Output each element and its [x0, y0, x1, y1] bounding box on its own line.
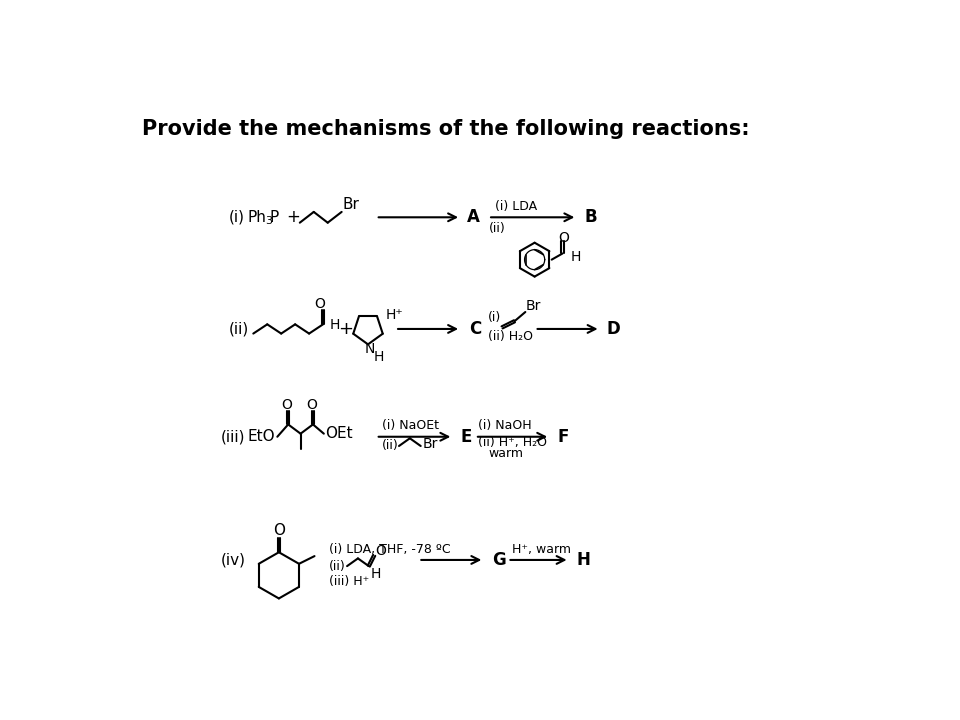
Text: (ii): (ii)	[382, 439, 398, 452]
Text: 3: 3	[265, 216, 272, 226]
Text: D: D	[607, 320, 620, 338]
Text: G: G	[492, 551, 506, 569]
Text: O: O	[273, 523, 285, 538]
Text: (iii): (iii)	[221, 429, 245, 444]
Text: (i) LDA, THF, -78 ºC: (i) LDA, THF, -78 ºC	[329, 543, 451, 556]
Text: P: P	[270, 210, 278, 225]
Text: O: O	[281, 398, 292, 412]
Text: N: N	[364, 342, 374, 356]
Text: (ii): (ii)	[329, 559, 346, 572]
Text: A: A	[468, 208, 480, 226]
Text: +: +	[286, 208, 300, 226]
Text: (iii) H⁺: (iii) H⁺	[329, 575, 370, 588]
Text: (ii): (ii)	[489, 222, 506, 235]
Text: H⁺, warm: H⁺, warm	[512, 544, 571, 557]
Text: H: H	[576, 551, 590, 569]
Text: H: H	[570, 250, 581, 264]
Text: O: O	[375, 544, 387, 558]
Text: (iv): (iv)	[221, 552, 246, 567]
Text: Ph: Ph	[248, 210, 267, 225]
Text: (ii): (ii)	[228, 321, 249, 336]
Text: H: H	[373, 350, 384, 364]
Text: O: O	[559, 231, 569, 245]
Text: C: C	[468, 320, 481, 338]
Text: Provide the mechanisms of the following reactions:: Provide the mechanisms of the following …	[142, 119, 750, 139]
Text: H: H	[372, 567, 381, 581]
Text: O: O	[306, 398, 317, 412]
Text: B: B	[585, 208, 598, 226]
Text: (ii) H⁺, H₂O: (ii) H⁺, H₂O	[478, 436, 547, 449]
Text: Br: Br	[525, 299, 540, 313]
Text: EtO: EtO	[248, 429, 276, 444]
Text: (i): (i)	[228, 210, 245, 225]
Text: (i) LDA: (i) LDA	[495, 200, 538, 213]
Text: H⁺: H⁺	[386, 308, 403, 322]
Text: H: H	[330, 318, 341, 332]
Text: E: E	[461, 428, 472, 446]
Text: O: O	[315, 297, 325, 311]
Text: warm: warm	[488, 447, 523, 460]
Text: (i) NaOEt: (i) NaOEt	[382, 420, 439, 433]
Text: (i): (i)	[488, 311, 501, 324]
Text: (i) NaOH: (i) NaOH	[478, 420, 532, 433]
Text: OEt: OEt	[325, 426, 353, 441]
Text: F: F	[557, 428, 568, 446]
Text: (ii) H₂O: (ii) H₂O	[488, 330, 533, 343]
Text: +: +	[338, 320, 352, 338]
Text: Br: Br	[422, 438, 438, 451]
Text: Br: Br	[343, 197, 359, 212]
